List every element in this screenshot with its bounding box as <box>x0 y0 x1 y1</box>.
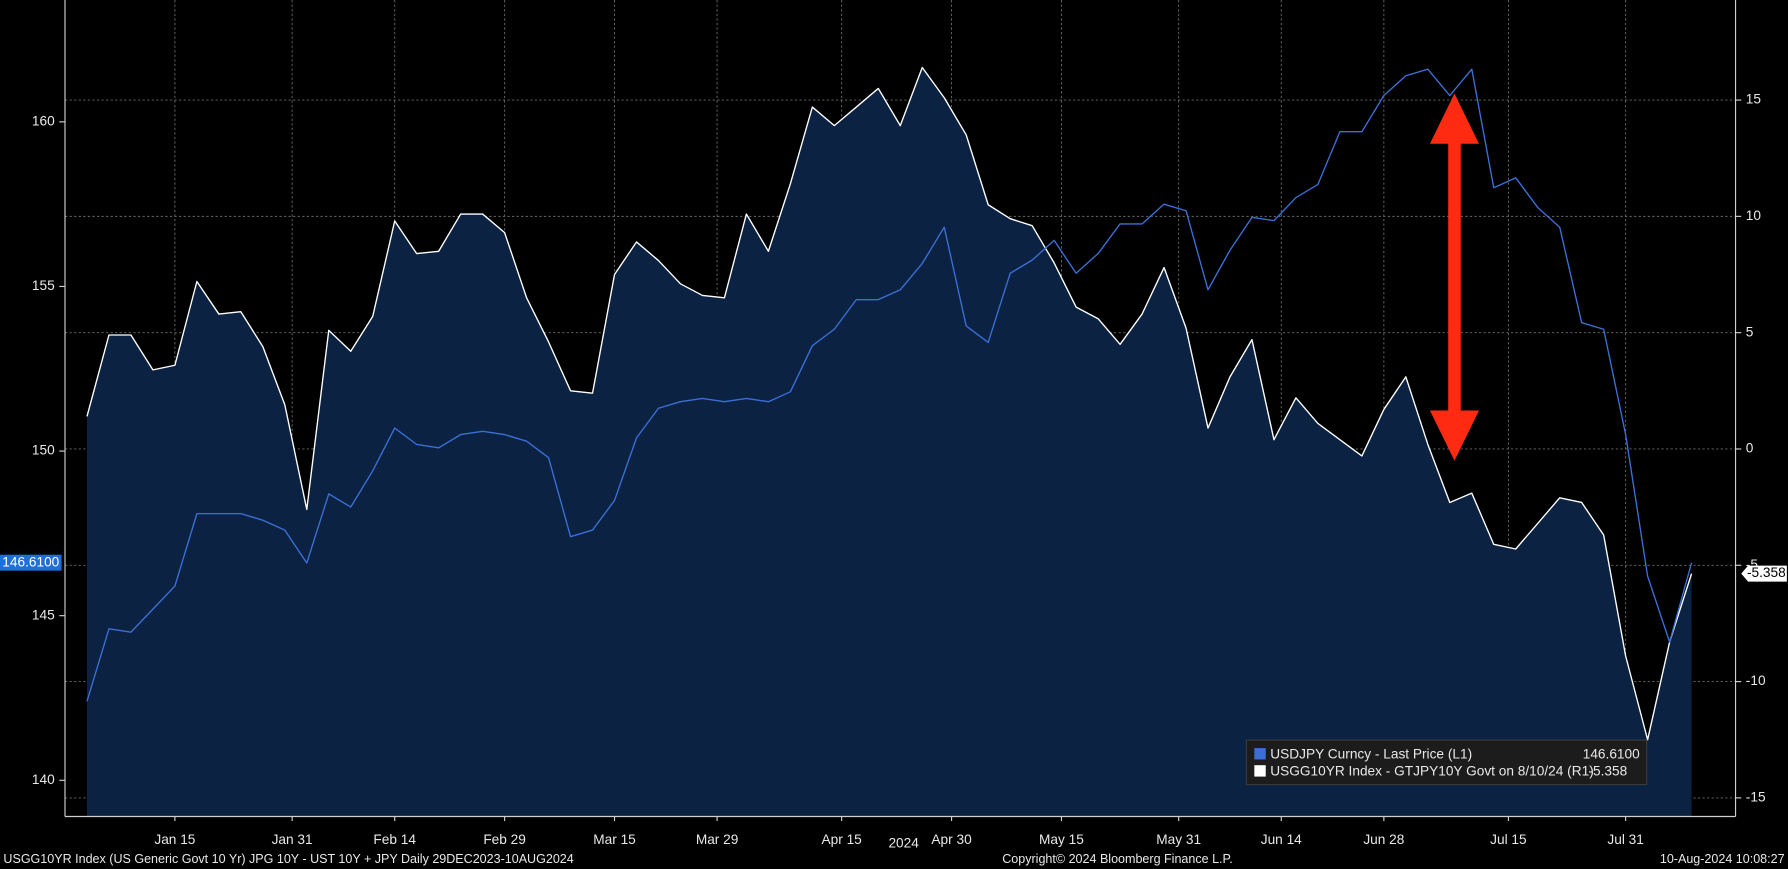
arrow-head <box>1429 410 1479 461</box>
x-tick-label: Jan 15 <box>154 832 195 847</box>
y2-tick-label: 15 <box>1746 92 1762 107</box>
footer-left: USGG10YR Index (US Generic Govt 10 Yr) J… <box>3 852 573 866</box>
arrow-shaft <box>1448 134 1461 420</box>
x-tick-label: Jun 14 <box>1261 832 1302 847</box>
last-value-label: -5.358 <box>1747 565 1786 580</box>
y-tick-label: 140 <box>32 772 55 787</box>
x-tick-label: Feb 29 <box>483 832 526 847</box>
y-tick-label: 145 <box>32 607 55 622</box>
x-tick-label: May 15 <box>1039 832 1084 847</box>
x-tick-label: Feb 14 <box>373 832 416 847</box>
y2-tick-label: 0 <box>1746 441 1754 456</box>
legend-label: USGG10YR Index - GTJPY10Y Govt on 8/10/2… <box>1270 764 1593 779</box>
legend-label: USDJPY Curncy - Last Price (L1) <box>1270 747 1472 762</box>
x-tick-label: Mar 29 <box>696 832 739 847</box>
last-value-box <box>0 554 62 571</box>
annotation-arrow <box>1429 93 1479 461</box>
y-tick-label: 155 <box>32 278 55 293</box>
legend-box <box>1245 739 1648 786</box>
legend-value: 146.6100 <box>1583 747 1640 762</box>
y-tick-label: 160 <box>32 113 55 128</box>
x-tick-label: Jul 31 <box>1607 832 1643 847</box>
x-tick-label: Jul 15 <box>1490 832 1527 847</box>
x-tick-label: Mar 15 <box>593 832 636 847</box>
x-tick-label: Jan 31 <box>272 832 313 847</box>
x-tick-label: May 31 <box>1156 832 1201 847</box>
legend-swatch <box>1254 748 1266 760</box>
line-series <box>86 66 1693 741</box>
x-tick-label: Apr 30 <box>931 832 972 847</box>
y2-tick-label: -10 <box>1746 673 1766 688</box>
line-series <box>86 68 1693 702</box>
legend-value: -5.358 <box>1588 764 1627 779</box>
last-value-box <box>1741 565 1787 582</box>
y2-tick-label: 5 <box>1746 324 1754 339</box>
y-tick-label: 150 <box>32 443 55 458</box>
y2-tick-label: -15 <box>1746 790 1766 805</box>
legend-swatch <box>1254 765 1266 777</box>
x-year-label: 2024 <box>888 835 919 850</box>
footer-right: 10-Aug-2024 10:08:27 <box>1660 852 1785 866</box>
last-value-label: 146.6100 <box>2 554 59 569</box>
x-tick-label: Jun 28 <box>1363 832 1404 847</box>
legend: USDJPY Curncy - Last Price (L1) 146.6100… <box>1245 739 1648 786</box>
y2-tick-label: 10 <box>1746 208 1762 223</box>
x-tick-label: Apr 15 <box>822 832 863 847</box>
plot-area: Jan 15 Jan 31 Feb 14 Feb 29 Mar 15 Mar 29 Apr … <box>0 0 1787 850</box>
arrow-head <box>1429 93 1479 144</box>
area <box>86 67 1692 817</box>
footer-center: Copyright© 2024 Bloomberg Finance L.P. <box>1002 852 1233 866</box>
